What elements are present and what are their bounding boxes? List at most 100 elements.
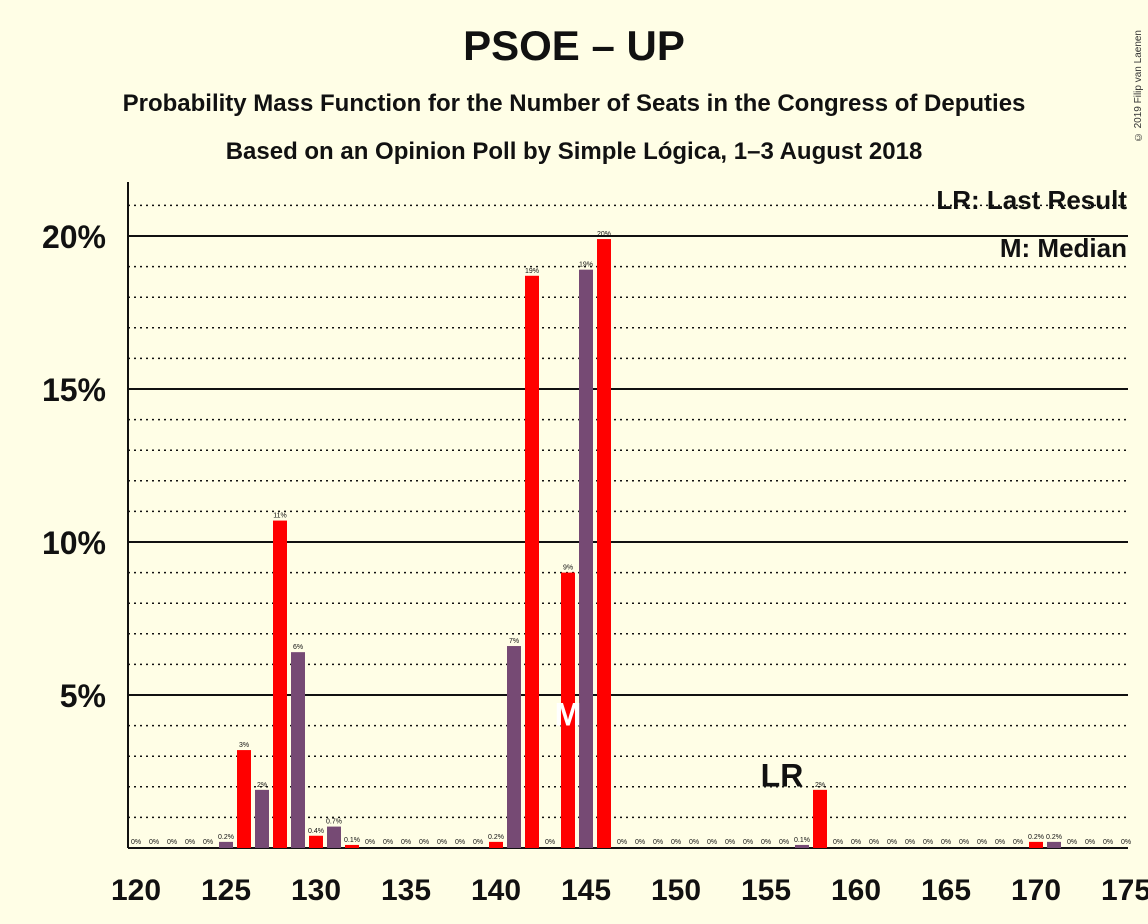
bar-label-seat-143: 0%	[545, 839, 555, 846]
bar-seat-157	[795, 844, 809, 848]
bar-label-seat-135: 0%	[401, 839, 411, 846]
bar-label-seat-126: 3%	[239, 742, 249, 749]
bar-label-seat-167: 0%	[977, 839, 987, 846]
bar-seat-131	[327, 826, 341, 848]
x-tick-label: 165	[921, 874, 971, 907]
bar-label-seat-133: 0%	[365, 839, 375, 846]
bar-seat-128	[273, 520, 287, 848]
bar-label-seat-132: 0.1%	[344, 837, 360, 844]
bar-label-seat-160: 0%	[851, 839, 861, 846]
grid-lines	[128, 204, 1128, 849]
bar-value-labels: 0% 0% 0% 0% 0% 0.2% 3% 2% 11% 6% 0.4%0.7% 0.1% 0% 0% 0…	[131, 231, 1131, 846]
median-marker: M	[555, 696, 582, 732]
bar-label-seat-146: 20%	[597, 231, 611, 238]
legend-last-result: LR: Last Result	[936, 185, 1127, 215]
bar-label-seat-121: 0%	[149, 839, 159, 846]
x-tick-label: 155	[741, 874, 791, 907]
bar-label-seat-137: 0%	[437, 839, 447, 846]
chart-title: PSOE – UP	[463, 22, 685, 69]
bar-label-seat-142: 19%	[525, 268, 539, 275]
bar-label-seat-138: 0%	[455, 839, 465, 846]
bar-label-seat-151: 0%	[689, 839, 699, 846]
bar-seat-125	[219, 841, 233, 848]
bar-seat-130	[309, 835, 323, 848]
bar-seat-145	[579, 269, 593, 848]
bar-label-seat-157: 0.1%	[794, 837, 810, 844]
x-tick-label: 125	[201, 874, 251, 907]
bar-seat-127	[255, 789, 269, 848]
y-axis-ticks: 5% 10% 15% 20%	[42, 219, 106, 714]
bar-label-seat-173: 0%	[1085, 839, 1095, 846]
bar-label-seat-139: 0%	[473, 839, 483, 846]
bar-seat-140	[489, 841, 503, 848]
bar-seat-146	[597, 239, 611, 848]
chart-source-line: Based on an Opinion Poll by Simple Lógic…	[225, 138, 923, 165]
bar-label-seat-168: 0%	[995, 839, 1005, 846]
bar-label-seat-165: 0%	[941, 839, 951, 846]
bar-label-seat-147: 0%	[617, 839, 627, 846]
bar-label-seat-131: 0.7%	[326, 819, 342, 826]
y-tick-label: 20%	[42, 219, 106, 255]
bar-seat-170	[1029, 841, 1043, 848]
bar-label-seat-136: 0%	[419, 839, 429, 846]
bar-label-seat-156: 0%	[779, 839, 789, 846]
x-tick-label: 140	[471, 874, 521, 907]
bar-seat-141	[507, 646, 521, 848]
x-tick-label: 150	[651, 874, 701, 907]
x-tick-label: 120	[111, 874, 161, 907]
bar-label-seat-172: 0%	[1067, 839, 1077, 846]
x-axis-ticks: 120 125 130 135 140 145 150 155 160 165 170 175	[111, 874, 1148, 907]
bar-label-seat-158: 2%	[815, 782, 825, 789]
result-markers: M LR	[555, 696, 804, 793]
bar-seat-132	[345, 844, 359, 848]
bar-label-seat-122: 0%	[167, 839, 177, 846]
y-tick-label: 10%	[42, 525, 106, 561]
bar-label-seat-169: 0%	[1013, 839, 1023, 846]
bar-label-seat-128: 11%	[273, 513, 287, 520]
chart-subtitle: Probability Mass Function for the Number…	[122, 90, 1026, 117]
bar-label-seat-134: 0%	[383, 839, 393, 846]
bar-label-seat-150: 0%	[671, 839, 681, 846]
y-tick-label: 5%	[60, 678, 106, 714]
bar-label-seat-154: 0%	[743, 839, 753, 846]
bar-label-seat-166: 0%	[959, 839, 969, 846]
bar-label-seat-120: 0%	[131, 839, 141, 846]
bar-seat-171	[1047, 841, 1061, 848]
bar-label-seat-171: 0.2%	[1046, 834, 1062, 841]
x-tick-label: 130	[291, 874, 341, 907]
bar-label-seat-153: 0%	[725, 839, 735, 846]
bar-label-seat-161: 0%	[869, 839, 879, 846]
y-tick-label: 15%	[42, 372, 106, 408]
bar-label-seat-140: 0.2%	[488, 834, 504, 841]
x-tick-label: 135	[381, 874, 431, 907]
bar-label-seat-149: 0%	[653, 839, 663, 846]
legend-median: M: Median	[1000, 233, 1127, 263]
bar-label-seat-163: 0%	[905, 839, 915, 846]
bar-seat-144	[561, 572, 575, 848]
bar-seat-142	[525, 275, 539, 848]
bars	[219, 239, 1061, 848]
bar-label-seat-148: 0%	[635, 839, 645, 846]
bar-label-seat-127: 2%	[257, 782, 267, 789]
bar-label-seat-125: 0.2%	[218, 834, 234, 841]
bar-label-seat-124: 0%	[203, 839, 213, 846]
bar-label-seat-129: 6%	[293, 644, 303, 651]
bar-label-seat-123: 0%	[185, 839, 195, 846]
x-tick-label: 170	[1011, 874, 1061, 907]
bar-label-seat-155: 0%	[761, 839, 771, 846]
bar-label-seat-162: 0%	[887, 839, 897, 846]
bar-seat-158	[813, 789, 827, 848]
bar-label-seat-159: 0%	[833, 839, 843, 846]
last-result-marker: LR	[761, 758, 804, 794]
x-tick-label: 175	[1101, 874, 1148, 907]
bar-label-seat-130: 0.4%	[308, 828, 324, 835]
bar-label-seat-152: 0%	[707, 839, 717, 846]
bar-label-seat-164: 0%	[923, 839, 933, 846]
x-tick-label: 145	[561, 874, 611, 907]
x-tick-label: 160	[831, 874, 881, 907]
bar-label-seat-174: 0%	[1103, 839, 1113, 846]
bar-seat-129	[291, 652, 305, 848]
bar-label-seat-175: 0%	[1121, 839, 1131, 846]
bar-label-seat-144: 9%	[563, 565, 573, 572]
